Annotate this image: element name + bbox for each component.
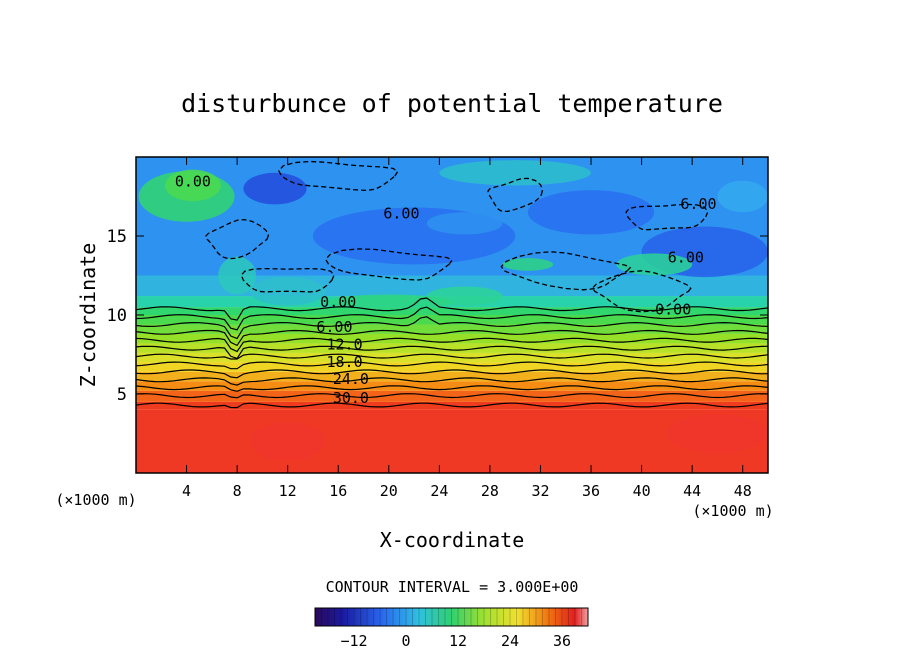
colorbar-tick-label: 0	[401, 632, 410, 650]
contour-line	[136, 385, 768, 392]
field-band	[136, 381, 768, 391]
y-axis-ticks: 5 10 15	[107, 227, 768, 405]
x-unit-left: (×1000 m)	[55, 491, 136, 509]
contour-label: 12.0	[326, 335, 362, 353]
field-anomaly	[502, 258, 554, 271]
colorbar-tick-label: 24	[501, 632, 519, 650]
x-tick-label: 8	[233, 482, 242, 500]
field-anomaly	[243, 172, 307, 205]
field-band	[136, 362, 768, 372]
contour-label: 6.00	[668, 249, 704, 267]
contour-line	[136, 377, 768, 386]
contour-line	[136, 337, 768, 353]
contour-label: 6.00	[383, 204, 419, 222]
contour-label: 30.0	[333, 389, 369, 407]
contour-label: 18.0	[326, 353, 362, 371]
contour-label: 6.00	[680, 195, 716, 213]
x-tick-label: 40	[633, 482, 651, 500]
x-axis-label: X-coordinate	[380, 528, 525, 552]
colorbar-ticks: −12 0 12 24 36	[340, 632, 571, 650]
contour-line	[136, 329, 768, 347]
field-anomaly	[666, 414, 768, 453]
field-band	[136, 371, 768, 382]
contour-line-negative	[625, 203, 709, 231]
y-tick-label: 10	[107, 306, 127, 326]
contour-labels: 0.006.006.006.000.00 0.006.0012.018.024.0…	[175, 173, 717, 407]
contour-line	[136, 361, 768, 370]
colorbar-tick-label: 36	[553, 632, 571, 650]
x-unit-right: (×1000 m)	[692, 502, 773, 520]
contour-label: 0.00	[175, 173, 211, 191]
temperature-field	[136, 157, 768, 473]
contour-line	[136, 402, 768, 409]
contour-line-negative	[205, 218, 270, 260]
field-anomaly	[218, 256, 257, 295]
field-anomaly	[426, 212, 503, 235]
field-anomaly	[527, 190, 655, 235]
contour-lines	[136, 160, 768, 409]
contour-line-negative	[324, 248, 453, 281]
field-band	[136, 343, 768, 353]
x-tick-label: 36	[582, 482, 600, 500]
x-tick-label: 48	[734, 482, 752, 500]
field-band	[136, 333, 768, 344]
contour-label: 0.00	[655, 301, 691, 319]
x-tick-label: 44	[683, 482, 701, 500]
x-tick-label: 24	[430, 482, 448, 500]
colorbar-tick-label: −12	[340, 632, 367, 650]
contour-line-negative	[487, 177, 544, 213]
x-tick-label: 16	[329, 482, 347, 500]
field-band	[136, 409, 768, 473]
contour-line	[136, 306, 768, 331]
contour-line	[136, 369, 768, 379]
contour-interval-text: CONTOUR INTERVAL = 3.000E+00	[326, 578, 579, 596]
x-axis-ticks: 4 8 12 16 20 24 28 32 36 40 44 48	[182, 157, 752, 500]
colorbar-bands	[314, 608, 589, 626]
contour-label: 24.0	[333, 370, 369, 388]
contour-line	[136, 345, 768, 360]
x-tick-label: 4	[182, 482, 191, 500]
contour-label: 0.00	[320, 293, 356, 311]
chart-title: disturbunce of potential temperature	[181, 89, 723, 118]
field-band	[136, 390, 768, 402]
contour-label: 6.00	[316, 318, 352, 336]
y-axis-label: Z-coordinate	[76, 243, 100, 388]
colorbar-tick-label: 12	[449, 632, 467, 650]
field-anomaly	[439, 160, 592, 186]
y-tick-label: 5	[117, 385, 127, 405]
contour-line-negative	[591, 270, 692, 313]
y-tick-label: 15	[107, 227, 127, 247]
field-anomaly	[616, 253, 693, 276]
x-tick-label: 32	[531, 482, 549, 500]
contour-line	[136, 297, 768, 321]
contour-line	[136, 316, 768, 340]
field-band	[136, 352, 768, 363]
field-band	[136, 324, 768, 334]
x-tick-label: 20	[380, 482, 398, 500]
contour-line-negative	[240, 267, 335, 293]
field-anomaly	[717, 180, 768, 213]
field-band	[136, 307, 768, 315]
x-tick-label: 12	[279, 482, 297, 500]
contour-line	[136, 393, 768, 399]
field-band	[136, 315, 768, 325]
field-anomaly	[249, 422, 326, 461]
x-tick-label: 28	[481, 482, 499, 500]
contour-line	[136, 353, 768, 360]
field-anomaly	[165, 169, 221, 202]
